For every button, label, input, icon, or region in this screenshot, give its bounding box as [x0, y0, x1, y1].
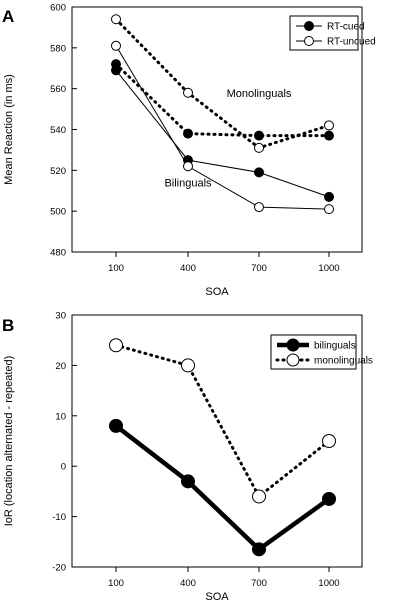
data-point	[253, 490, 266, 503]
legend-label: bilinguals	[314, 341, 356, 352]
data-point	[323, 435, 336, 448]
data-point	[182, 475, 195, 488]
panel-letter: B	[2, 316, 14, 335]
y-tick-label: 520	[50, 166, 66, 177]
legend: RT-cued RT-uncued	[290, 16, 376, 50]
panel-a: A 480 500 520 540 560 580 600 100 400 700 1000 SOA Me…	[2, 3, 376, 299]
series-line-2	[116, 70, 329, 197]
annotation-label: Bilinguals	[164, 178, 212, 190]
y-tick-label: 10	[55, 411, 66, 422]
data-point	[112, 15, 121, 24]
data-point	[110, 339, 123, 352]
data-point	[325, 205, 334, 214]
series-line-3	[116, 46, 329, 209]
annotation-label: Monolinguals	[227, 88, 292, 100]
y-tick-label: 500	[50, 207, 66, 218]
legend-marker	[287, 354, 299, 366]
x-tick-label: 100	[108, 578, 124, 589]
data-point	[255, 143, 264, 152]
data-point	[112, 66, 121, 75]
y-axis-title: IoR (location alternated - repeated)	[3, 356, 15, 527]
x-tick-label: 1000	[318, 578, 339, 589]
legend-label: RT-uncued	[327, 37, 376, 48]
data-point	[253, 543, 266, 556]
y-tick-label: 580	[50, 43, 66, 54]
y-tick-label: -20	[52, 563, 66, 574]
x-tick-label: 400	[180, 578, 196, 589]
data-point	[325, 121, 334, 130]
x-axis-title: SOA	[205, 286, 229, 298]
x-axis-title: SOA	[205, 591, 229, 603]
data-point	[255, 168, 264, 177]
x-tick-label: 400	[180, 263, 196, 274]
data-point	[323, 492, 336, 505]
panel-b: B -20 -10 0 10 20 30 100 400 700 1000 SOA IoR (locat…	[2, 311, 373, 604]
y-axis-title: Mean Reaction (in ms)	[3, 74, 15, 185]
data-point	[110, 419, 123, 432]
data-point	[112, 41, 121, 50]
legend-marker	[287, 339, 299, 351]
legend-marker	[305, 37, 314, 46]
x-tick-label: 100	[108, 263, 124, 274]
y-tick-label: 540	[50, 125, 66, 136]
legend: bilinguals monolinguals	[271, 335, 373, 369]
series-line-0	[116, 426, 329, 549]
data-point	[325, 131, 334, 140]
x-tick-label: 1000	[318, 263, 339, 274]
y-tick-label: 0	[61, 462, 66, 473]
legend-marker	[305, 22, 314, 31]
y-tick-label: 20	[55, 361, 66, 372]
data-point	[255, 203, 264, 212]
data-point	[184, 129, 193, 138]
data-point	[184, 88, 193, 97]
y-tick-label: 30	[55, 311, 66, 322]
legend-label: RT-cued	[327, 22, 365, 33]
x-tick-label: 700	[251, 578, 267, 589]
data-point	[255, 131, 264, 140]
y-tick-label: 480	[50, 248, 66, 259]
panel-letter: A	[2, 7, 14, 26]
x-tick-label: 700	[251, 263, 267, 274]
data-point	[184, 162, 193, 171]
y-tick-label: 600	[50, 3, 66, 14]
legend-label: monolinguals	[314, 356, 373, 367]
data-point	[325, 192, 334, 201]
y-tick-label: 560	[50, 84, 66, 95]
y-tick-label: -10	[52, 512, 66, 523]
data-point	[182, 359, 195, 372]
